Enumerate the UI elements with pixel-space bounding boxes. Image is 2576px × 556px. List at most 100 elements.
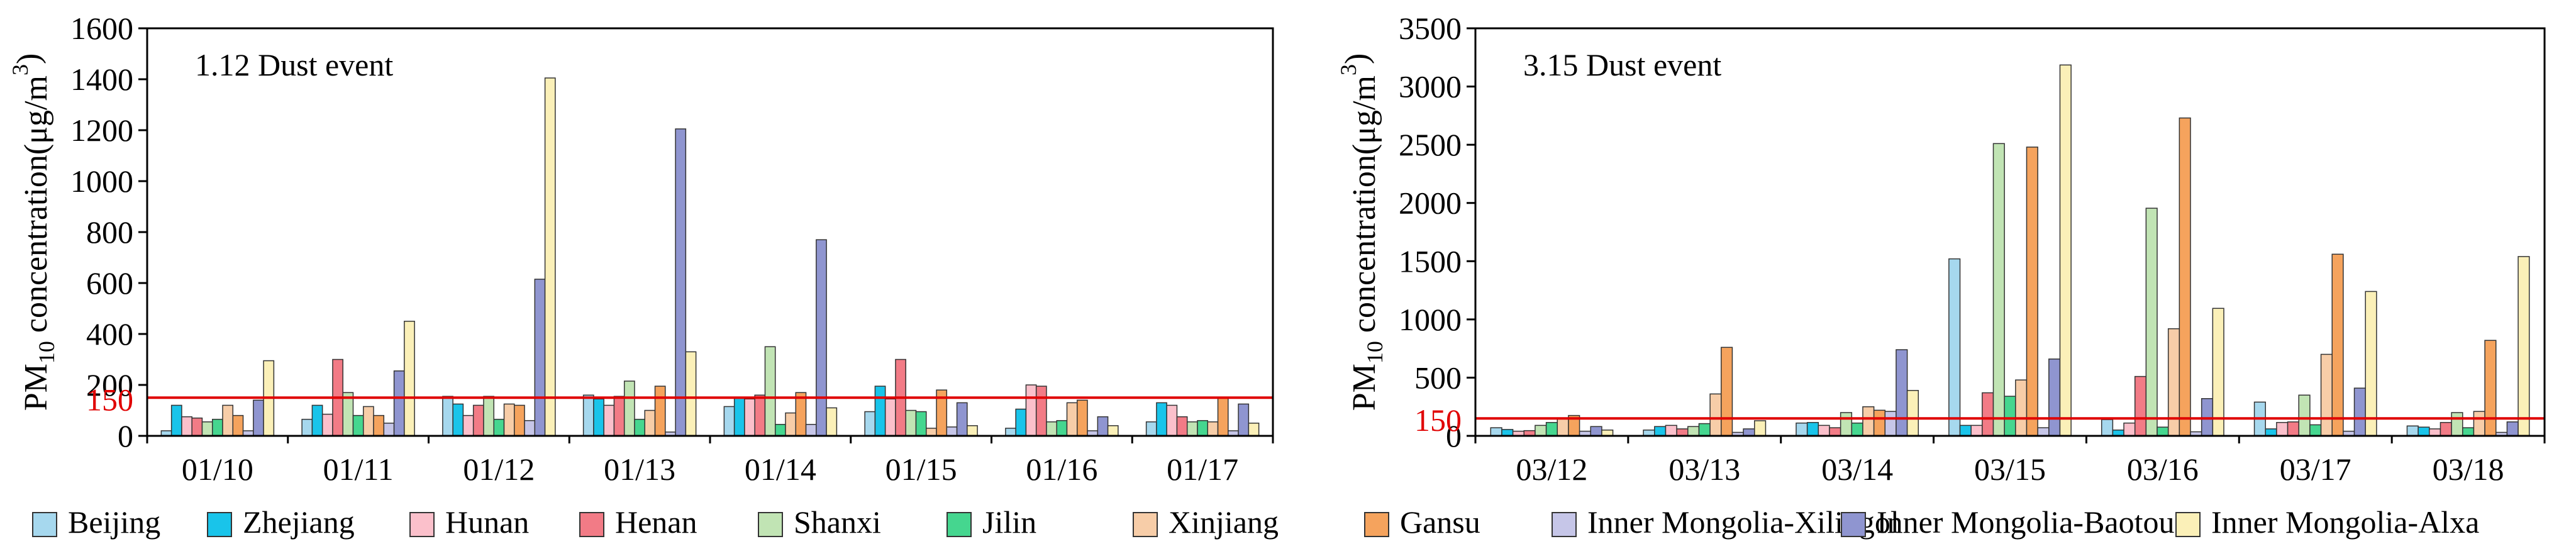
bar-inner-mongolia-alxa-01-15 [967,425,978,436]
x-tick-label: 01/15 [886,452,957,487]
plot-frame [146,27,1274,437]
plot-frame [1474,27,2546,437]
bar-inner-mongolia-alxa-03-18 [2518,256,2530,436]
bar-hunan-03-15 [1970,425,1983,436]
y-tick-label: 3000 [1399,69,1462,104]
bar-xinjiang-01-16 [1066,402,1078,436]
bar-zhejiang-01-12 [452,403,464,436]
bar-hunan-03-13 [1665,425,1677,436]
y-tick-label: 1200 [70,113,133,148]
bar-jilin-03-17 [2309,424,2322,436]
bar-gansu-03-15 [2026,147,2038,436]
bar-inner-mongolia-alxa-01-13 [685,351,697,436]
chart-title: 3.15 Dust event [1523,47,1721,82]
bar-gansu-03-16 [2179,117,2191,436]
legend-swatch-zhejiang [207,512,232,537]
bar-hunan-01-14 [744,398,755,436]
bar-jilin-01-10 [211,418,223,436]
bar-gansu-03-17 [2331,253,2344,436]
bar-xinjiang-01-14 [785,412,797,436]
x-tick-label: 03/18 [2433,452,2504,487]
bar-inner-mongolia-alxa-03-13 [1754,420,1767,436]
bar-inner-mongolia-alxa-01-11 [404,321,415,436]
bar-shanxi-03-17 [2298,394,2311,436]
bar-beijing-03-14 [1796,422,1808,436]
y-axis-label: PM10 concentration(μg/m3) [1336,53,1387,411]
bar-xinjiang-03-12 [1557,418,1569,436]
bars-chart-2 [1490,64,2530,436]
x-tick-label: 03/17 [2280,452,2351,487]
bar-gansu-01-16 [1077,399,1088,436]
bar-shanxi-03-12 [1535,425,1547,436]
legend-swatch-inner-mongolia-baotou [1841,512,1866,537]
bar-jilin-01-12 [493,418,505,436]
bar-jilin-03-12 [1545,421,1558,436]
bar-zhejiang-03-15 [1959,425,1972,436]
bar-jilin-03-16 [2157,426,2169,436]
bar-jilin-03-15 [2004,396,2016,436]
y-axis-label: PM10 concentration(μg/m3) [8,53,59,411]
y-axis-label-part: ) [1339,53,1375,64]
y-tick-label: 500 [1414,360,1462,395]
legend-label-hunan: Hunan [445,504,529,540]
x-tick-label: 03/12 [1516,452,1587,487]
y-axis-label-part: concentration(μg/m [1346,75,1382,341]
bar-xinjiang-03-18 [2473,411,2485,436]
bar-inner-mongolia-alxa-03-17 [2365,291,2377,436]
y-tick-label: 200 [86,367,133,403]
x-tick-label: 03/14 [1821,452,1893,487]
bar-zhejiang-01-15 [874,386,886,436]
bar-inner-mongolia-xilingol-03-15 [2037,427,2050,436]
bar-hunan-01-16 [1025,384,1037,436]
bar-gansu-01-10 [232,414,244,436]
bar-inner-mongolia-alxa-03-15 [2059,64,2072,436]
bar-henan-03-13 [1676,428,1689,436]
y-axis-label-part: 10 [1362,341,1387,364]
y-tick-label: 1500 [1399,243,1462,279]
y-axis-label-part: PM [18,364,54,411]
bar-henan-01-14 [754,394,766,436]
bar-xinjiang-01-11 [363,406,374,436]
bar-inner-mongolia-baotou-03-13 [1743,428,1755,436]
bar-jilin-01-17 [1197,420,1209,436]
x-tick-label: 01/16 [1026,452,1097,487]
bar-hunan-01-12 [462,414,474,436]
bar-inner-mongolia-xilingol-01-11 [383,423,395,436]
x-tick-label: 01/12 [463,452,535,487]
y-axis-label-part: concentration(μg/m [18,75,54,341]
bar-xinjiang-01-13 [644,409,656,436]
bar-henan-01-17 [1176,416,1188,436]
y-axis-label-part: 3 [8,64,33,75]
bar-zhejiang-03-13 [1654,426,1667,436]
bar-xinjiang-01-10 [222,404,234,436]
bar-xinjiang-01-17 [1207,421,1219,436]
bar-henan-01-16 [1035,386,1047,436]
bar-inner-mongolia-baotou-01-16 [1097,416,1109,436]
bar-inner-mongolia-xilingol-01-14 [805,424,817,436]
x-tick-label: 01/14 [745,452,816,487]
bar-henan-01-10 [191,417,203,436]
bar-inner-mongolia-baotou-03-18 [2506,421,2519,436]
chart-1: 0 200 400 600 800 1000 1200 1400 1600 150 01/10 01/… [8,11,1274,487]
bar-xinjiang-03-15 [2015,379,2028,436]
reference-line-label: 150 [86,382,133,417]
chart-title: 1.12 Dust event [195,47,393,82]
bar-beijing-01-16 [1005,428,1016,436]
bar-inner-mongolia-baotou-01-14 [816,239,827,436]
legend-swatch-henan [579,512,604,537]
y-axis-label-part: 3 [1336,64,1361,75]
bar-henan-01-12 [472,404,484,436]
bar-hunan-03-17 [2276,421,2289,436]
bar-zhejiang-03-17 [2265,428,2277,436]
bar-jilin-01-11 [352,414,364,436]
bar-hunan-01-10 [181,416,192,436]
bar-inner-mongolia-baotou-01-17 [1238,403,1250,436]
bar-gansu-03-13 [1721,347,1733,436]
legend-swatch-xinjiang [1133,512,1158,537]
bar-xinjiang-03-14 [1862,406,1875,436]
bar-jilin-03-18 [2462,427,2475,436]
bar-inner-mongolia-baotou-03-17 [2353,387,2366,436]
bar-henan-03-15 [1982,392,1994,436]
bar-shanxi-01-12 [483,396,494,436]
